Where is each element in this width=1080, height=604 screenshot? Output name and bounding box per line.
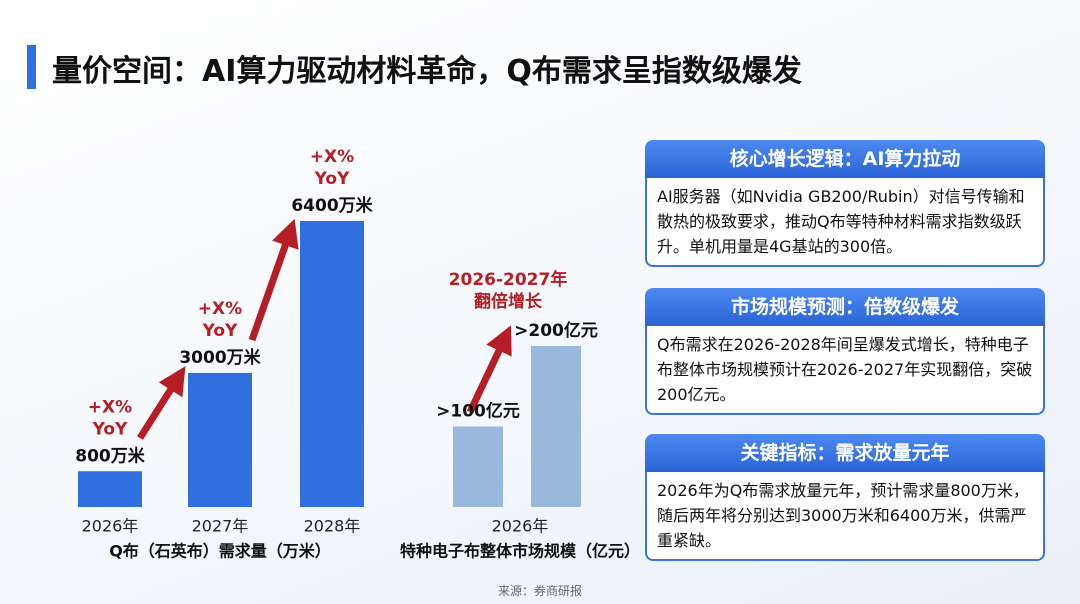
growth-arrow [137, 366, 186, 440]
x-axis-label: Q布（石英布）需求量（万米） [109, 542, 331, 561]
card-title: 关键指标：需求放量元年 [645, 434, 1045, 472]
x-tick-label: 2027年 [192, 517, 249, 536]
card: 市场规模预测：倍数级爆发 Q布需求在2026-2028年间呈爆发式增长，特种电子… [645, 288, 1045, 415]
card-body: AI服务器（如Nvidia GB200/Rubin）对信号传输和散热的极致要求，… [645, 178, 1045, 267]
x-axis-label: 特种电子布整体市场规模（亿元） [400, 542, 630, 561]
card: 关键指标：需求放量元年 2026年为Q布需求放量元年，预计需求量800万米，随后… [645, 434, 1045, 561]
value-label: >200亿元 [514, 320, 598, 341]
annotation: YoY [92, 419, 128, 439]
annotation: +X% [310, 147, 354, 167]
annotation: 翻倍增长 [474, 291, 543, 312]
bar [531, 346, 581, 507]
card-title: 核心增长逻辑：AI算力拉动 [645, 140, 1045, 178]
card: 核心增长逻辑：AI算力拉动 AI服务器（如Nvidia GB200/Rubin）… [645, 140, 1045, 267]
annotation: +X% [198, 299, 242, 319]
x-tick-label: 2026年 [82, 517, 139, 536]
title-accent [27, 45, 36, 89]
growth-arrow [248, 218, 299, 342]
value-label: 800万米 [75, 445, 145, 466]
bar [78, 471, 142, 507]
slide-title: 量价空间：AI算力驱动材料革命，Q布需求呈指数级爆发 [52, 54, 802, 89]
annotation: YoY [314, 169, 350, 189]
value-label: 6400万米 [291, 195, 373, 216]
value-label: >100亿元 [436, 401, 520, 422]
value-label: 3000万米 [179, 347, 261, 368]
bar [188, 372, 252, 507]
x-tick-label: 2028年 [304, 517, 361, 536]
bar [453, 426, 503, 507]
annotation: YoY [202, 321, 238, 341]
card-body: Q布需求在2026-2028年间呈爆发式增长，特种电子布整体市场规模预计在202… [645, 326, 1045, 415]
annotation: +X% [88, 397, 132, 417]
x-tick-label: 2026年 [492, 517, 549, 536]
source: 来源：券商研报 [497, 584, 582, 598]
card-title: 市场规模预测：倍数级爆发 [645, 288, 1045, 326]
growth-arrow [466, 325, 512, 414]
card-body: 2026年为Q布需求放量元年，预计需求量800万米，随后两年将分别达到3000万… [645, 472, 1045, 561]
charts: 800万米+X%YoY3000万米+X%YoY6400万米+X%YoY2026年… [75, 147, 630, 561]
annotation: 2026-2027年 [449, 269, 568, 290]
bar [300, 221, 364, 507]
